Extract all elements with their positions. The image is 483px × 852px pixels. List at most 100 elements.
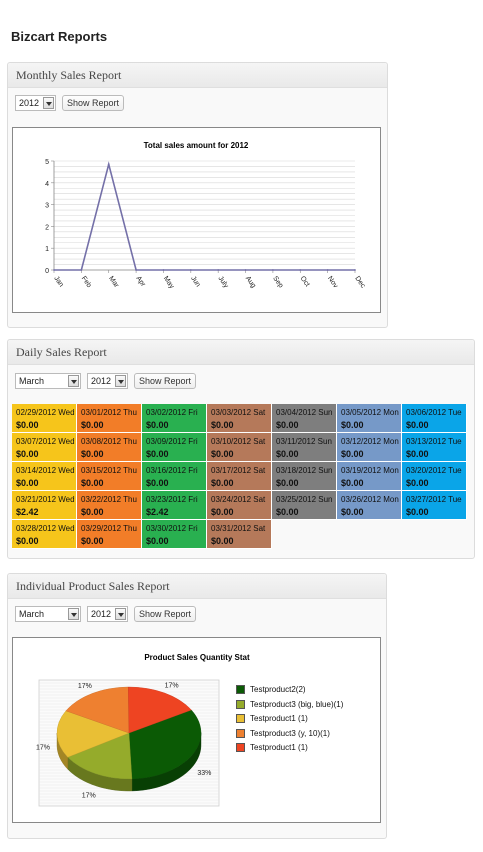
- day-amount: $0.00: [211, 478, 234, 488]
- day-date: 03/31/2012 Sat: [211, 524, 266, 533]
- day-date: 03/17/2012 Sat: [211, 466, 266, 475]
- calendar-day-cell: 03/10/2012 Sat $0.00: [207, 433, 272, 462]
- x-tick-label: Sep: [271, 275, 284, 289]
- daily-sales-calendar: 02/29/2012 Wed $0.00 03/01/2012 Thu $0.00 03…: [12, 404, 469, 549]
- legend-swatch: [236, 685, 245, 694]
- day-date: 03/07/2012 Wed: [16, 437, 75, 446]
- day-amount: $0.00: [146, 449, 169, 459]
- x-tick-label: Jan: [52, 275, 64, 288]
- day-amount: $0.00: [16, 449, 39, 459]
- calendar-day-cell: 02/29/2012 Wed $0.00: [12, 404, 77, 433]
- calendar-day-cell: 03/17/2012 Sat $0.00: [207, 462, 272, 491]
- calendar-day-cell: 03/27/2012 Tue $0.00: [402, 491, 467, 520]
- chevron-down-icon: [43, 97, 54, 109]
- day-amount: $0.00: [211, 449, 234, 459]
- day-date: 03/23/2012 Fri: [146, 495, 198, 504]
- monthly-year-select[interactable]: 2012: [15, 95, 56, 111]
- calendar-row: 03/14/2012 Wed $0.00 03/15/2012 Thu $0.00 03…: [12, 462, 469, 491]
- x-tick-label: Apr: [134, 275, 146, 288]
- data-point: [162, 269, 165, 271]
- day-date: 03/25/2012 Sun: [276, 495, 333, 504]
- calendar-day-cell: 03/16/2012 Fri $0.00: [142, 462, 207, 491]
- y-tick-label: 4: [45, 181, 49, 188]
- chart-x-ticks: Jan Feb Mar Apr May Jun July Aug Sep Oct Nov Dec: [52, 270, 367, 290]
- product-year-value: 2012: [91, 609, 112, 619]
- chevron-down-icon: [68, 608, 79, 620]
- daily-month-select[interactable]: March: [15, 373, 81, 389]
- day-date: 03/28/2012 Wed: [16, 524, 75, 533]
- calendar-day-cell: 03/25/2012 Sun $0.00: [272, 491, 337, 520]
- chart-grid: [53, 160, 355, 271]
- day-amount: $0.00: [146, 478, 169, 488]
- legend-label: Testproduct1 (1): [250, 743, 308, 752]
- calendar-row: 03/21/2012 Wed $2.42 03/22/2012 Thu $0.00 03…: [12, 491, 469, 520]
- page-title: Bizcart Reports: [11, 29, 108, 44]
- data-point: [354, 269, 356, 271]
- day-amount: $0.00: [211, 536, 234, 546]
- day-amount: $0.00: [81, 449, 104, 459]
- data-point: [244, 269, 247, 271]
- calendar-day-cell: 03/12/2012 Mon $0.00: [337, 433, 402, 462]
- day-date: 03/06/2012 Tue: [406, 408, 462, 417]
- day-date: 03/02/2012 Fri: [146, 408, 198, 417]
- day-amount: $0.00: [146, 420, 169, 430]
- day-date: 03/29/2012 Thu: [81, 524, 137, 533]
- calendar-day-cell: 03/30/2012 Fri $0.00: [142, 520, 207, 549]
- day-date: 03/20/2012 Tue: [406, 466, 462, 475]
- pie-slice: [65, 686, 130, 734]
- calendar-day-cell: 03/05/2012 Mon $0.00: [337, 404, 402, 433]
- day-amount: $0.00: [81, 536, 104, 546]
- y-tick-label: 5: [45, 159, 49, 166]
- x-tick-label: Jun: [189, 275, 201, 288]
- x-tick-label: Oct: [299, 275, 311, 288]
- day-amount: $0.00: [406, 507, 429, 517]
- x-tick-label: Aug: [244, 275, 257, 289]
- pie-percent-label: 17%: [78, 683, 92, 690]
- pie-percent-label: 17%: [82, 792, 96, 799]
- day-date: 03/10/2012 Sat: [211, 437, 266, 446]
- chart-y-ticks: 0 1 2 3 4 5: [45, 159, 54, 275]
- day-amount: $0.00: [406, 478, 429, 488]
- day-amount: $0.00: [211, 507, 234, 517]
- day-date: 02/29/2012 Wed: [16, 408, 75, 417]
- product-month-value: March: [19, 609, 45, 619]
- calendar-day-cell: 03/08/2012 Thu $0.00: [77, 433, 142, 462]
- y-tick-label: 0: [45, 268, 49, 275]
- product-show-report-button[interactable]: Show Report: [134, 606, 197, 622]
- product-year-select[interactable]: 2012: [87, 606, 128, 622]
- calendar-day-cell: 03/03/2012 Sat $0.00: [207, 404, 272, 433]
- data-point: [217, 269, 220, 271]
- day-date: 03/09/2012 Fri: [146, 437, 198, 446]
- day-amount: $0.00: [16, 536, 39, 546]
- day-date: 03/18/2012 Sun: [276, 466, 333, 475]
- day-date: 03/08/2012 Thu: [81, 437, 137, 446]
- daily-show-report-button[interactable]: Show Report: [134, 373, 197, 389]
- day-amount: $0.00: [406, 420, 429, 430]
- x-tick-label: Feb: [80, 275, 93, 289]
- pie-slice: [67, 732, 133, 780]
- product-month-select[interactable]: March: [15, 606, 81, 622]
- calendar-day-cell: 03/14/2012 Wed $0.00: [12, 462, 77, 491]
- data-point: [272, 269, 274, 271]
- chevron-down-icon: [115, 375, 126, 387]
- calendar-day-cell: 03/21/2012 Wed $2.42: [12, 491, 77, 520]
- pie-slice: [56, 710, 130, 758]
- daily-report-heading: Daily Sales Report: [8, 340, 474, 365]
- calendar-day-cell: 03/04/2012 Sun $0.00: [272, 404, 337, 433]
- calendar-day-cell: 03/11/2012 Sun $0.00: [272, 433, 337, 462]
- monthly-show-report-button[interactable]: Show Report: [62, 95, 125, 111]
- legend-label: Testproduct3 (big, blue)(1): [250, 699, 344, 709]
- calendar-day-cell: 03/09/2012 Fri $0.00: [142, 433, 207, 462]
- legend-label: Testproduct2(2): [250, 685, 306, 694]
- day-amount: $0.00: [16, 478, 39, 488]
- pie-slice: [128, 686, 192, 734]
- calendar-day-cell: 03/18/2012 Sun $0.00: [272, 462, 337, 491]
- day-date: 03/13/2012 Tue: [406, 437, 462, 446]
- pie-percent-label: 17%: [36, 744, 50, 751]
- day-amount: $0.00: [81, 507, 104, 517]
- calendar-day-cell: 03/29/2012 Thu $0.00: [77, 520, 142, 549]
- daily-year-select[interactable]: 2012: [87, 373, 128, 389]
- day-amount: $0.00: [276, 478, 299, 488]
- chart-series: [53, 161, 356, 271]
- calendar-day-cell: 03/13/2012 Tue $0.00: [402, 433, 467, 462]
